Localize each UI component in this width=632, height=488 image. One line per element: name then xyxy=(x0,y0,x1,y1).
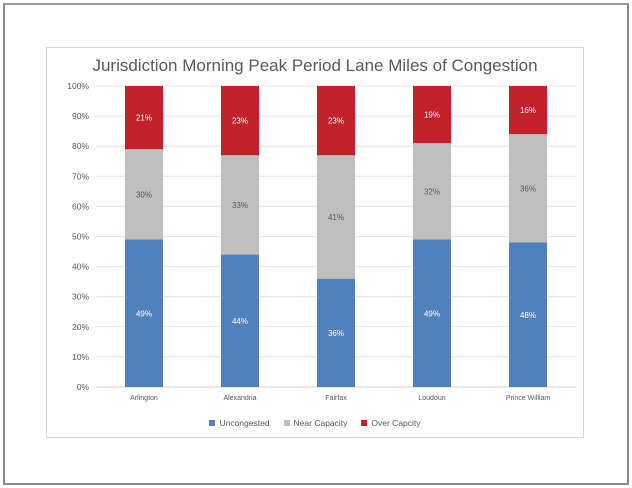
y-tick-label: 40% xyxy=(72,262,89,272)
legend-item: Near Capacity xyxy=(283,418,348,428)
data-label: 36% xyxy=(520,184,536,193)
y-tick-label: 80% xyxy=(72,141,89,151)
data-label: 19% xyxy=(424,111,440,120)
x-tick-label: Alexandria xyxy=(223,395,256,402)
y-tick-label: 70% xyxy=(72,171,89,181)
y-tick-label: 20% xyxy=(72,322,89,332)
data-label: 21% xyxy=(136,114,152,123)
legend-label: Near Capacity xyxy=(293,418,348,428)
data-label: 30% xyxy=(136,190,152,199)
data-label: 32% xyxy=(424,187,440,196)
bar-over-capcity xyxy=(125,86,163,150)
y-tick-label: 100% xyxy=(67,81,89,91)
data-label: 48% xyxy=(520,311,536,320)
bar-uncongested xyxy=(221,254,259,387)
bar-over-capcity xyxy=(221,86,259,156)
data-label: 44% xyxy=(232,317,248,326)
legend-swatch xyxy=(361,420,368,426)
data-label: 36% xyxy=(328,329,344,338)
data-label: 33% xyxy=(232,201,248,210)
legend-swatch xyxy=(283,420,290,426)
bar-uncongested xyxy=(317,278,355,387)
x-tick-label: Fairfax xyxy=(325,395,347,402)
bar-over-capcity xyxy=(413,86,451,144)
data-label: 49% xyxy=(424,309,440,318)
bar-over-capcity xyxy=(509,86,547,135)
plot-area: 0% 10% 20% 30% 40% 50% 60% 70% 80% 90% 100% 49% 30% 2… xyxy=(67,81,576,402)
bar-near-capacity xyxy=(125,149,163,240)
bar-uncongested xyxy=(509,242,547,387)
y-tick-label: 50% xyxy=(72,232,89,242)
legend-item: Over Capcity xyxy=(361,418,421,428)
legend: Uncongested Near Capacity Over Capcity xyxy=(47,418,583,428)
y-tick-label: 0% xyxy=(77,382,90,392)
bar-uncongested xyxy=(413,239,451,387)
x-tick-label: Prince William xyxy=(506,395,551,402)
bar-over-capcity xyxy=(317,86,355,156)
data-label: 49% xyxy=(136,309,152,318)
chart-area: Jurisdiction Morning Peak Period Lane Mi… xyxy=(46,47,584,438)
chart-title: Jurisdiction Morning Peak Period Lane Mi… xyxy=(92,56,538,75)
legend-label: Uncongested xyxy=(219,418,270,428)
y-tick-label: 60% xyxy=(72,201,89,211)
bar-near-capacity xyxy=(509,134,547,243)
x-tick-label: Arlington xyxy=(130,395,158,402)
y-tick-label: 30% xyxy=(72,292,89,302)
bar-near-capacity xyxy=(317,155,355,279)
x-tick-label: Loudoun xyxy=(418,395,445,402)
data-label: 16% xyxy=(520,106,536,115)
legend-label: Over Capcity xyxy=(371,418,421,428)
data-label: 23% xyxy=(232,117,248,126)
bar-near-capacity xyxy=(413,143,451,240)
legend-swatch xyxy=(209,420,216,426)
y-tick-label: 90% xyxy=(72,111,89,121)
legend-item: Uncongested xyxy=(209,418,270,428)
bar-near-capacity xyxy=(221,155,259,255)
bar-uncongested xyxy=(125,239,163,387)
data-label: 41% xyxy=(328,213,344,222)
data-label: 23% xyxy=(328,117,344,126)
y-tick-label: 10% xyxy=(72,352,89,362)
